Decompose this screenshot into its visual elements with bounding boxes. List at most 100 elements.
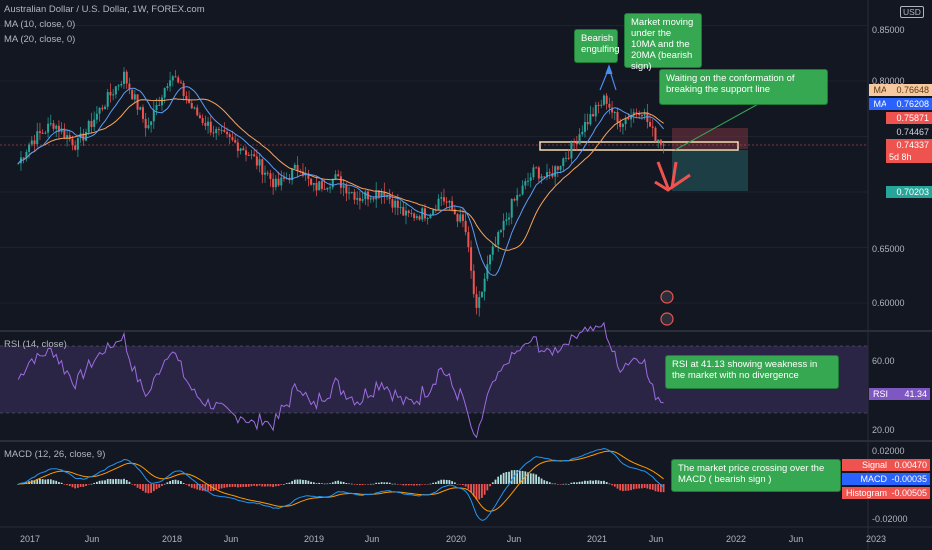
candle-body xyxy=(410,213,413,215)
macd-hist-bar xyxy=(410,484,413,486)
candle-body xyxy=(296,164,299,171)
candle-body xyxy=(540,176,543,179)
candle-body xyxy=(68,135,71,139)
candle-body xyxy=(505,219,508,221)
macd-hist-bar xyxy=(190,484,193,488)
candle-body xyxy=(274,178,277,188)
macd-signal-tag-value: 0.00470 xyxy=(888,459,930,471)
macd-hist-bar xyxy=(407,484,410,486)
candle-body xyxy=(578,134,581,145)
price-axis-label: 0.80000 xyxy=(872,76,905,86)
macd-hist-bar xyxy=(180,481,182,484)
candle-body xyxy=(491,246,494,255)
candle-body xyxy=(329,187,332,189)
note-bearish-engulfing[interactable]: Bearish engulfing xyxy=(574,29,620,63)
rsi-tag-label: RSI xyxy=(869,388,891,400)
candle-body xyxy=(193,107,196,109)
macd-hist-bar xyxy=(659,484,662,493)
macd-hist-bar xyxy=(142,484,144,491)
ma20-legend[interactable]: MA (20, close, 0) xyxy=(4,34,76,45)
candle-body xyxy=(258,159,261,166)
macd-hist-bar xyxy=(337,480,340,484)
candle-body xyxy=(277,178,280,186)
macd-hist-bar xyxy=(245,484,247,487)
rsi-title[interactable]: RSI (14, close) xyxy=(4,339,67,350)
event-flag-icon[interactable] xyxy=(660,312,674,326)
macd-hist-bar xyxy=(66,484,68,486)
candle-body xyxy=(337,174,340,177)
candle-body xyxy=(583,122,586,132)
note-macd[interactable]: The market price crossing over the MACD … xyxy=(671,459,841,492)
macd-hist-bar xyxy=(239,484,242,488)
macd-hist-bar xyxy=(426,484,429,485)
macd-hist-bar xyxy=(361,484,364,485)
candle-body xyxy=(361,199,364,201)
macd-hist-bar xyxy=(643,484,646,488)
candle-body xyxy=(63,128,66,138)
macd-hist-bar xyxy=(546,481,548,484)
candle-body xyxy=(112,94,115,96)
time-axis-label: 2023 xyxy=(865,534,887,544)
macd-hist-bar xyxy=(630,484,632,491)
macd-hist-bar xyxy=(356,484,359,485)
macd-hist-bar xyxy=(521,471,524,484)
candle-body xyxy=(627,118,630,120)
candle-body xyxy=(350,191,353,193)
candle-body xyxy=(592,114,595,117)
candle-body xyxy=(264,172,266,175)
candle-body xyxy=(291,168,294,181)
candle-body xyxy=(82,133,85,141)
candle-body xyxy=(516,195,519,201)
countdown-tag: 5d 8h xyxy=(886,151,932,163)
candle-body xyxy=(28,144,31,152)
candle-body xyxy=(339,176,342,188)
macd-hist-bar xyxy=(573,482,576,484)
macd-hist-bar xyxy=(440,479,443,484)
candle-body xyxy=(356,198,359,200)
rsi-tag-value: 41.34 xyxy=(888,388,930,400)
note-waiting-confirmation[interactable]: Waiting on the conformation of breaking … xyxy=(659,69,828,105)
candle-body xyxy=(269,173,272,179)
macd-hist-bar xyxy=(60,482,63,484)
ma20-tag-value: 0.76648 xyxy=(886,84,932,96)
macd-hist-bar xyxy=(641,484,643,489)
candle-body xyxy=(55,125,58,129)
macd-hist-bar xyxy=(429,483,432,485)
macd-hist-bar xyxy=(234,484,237,487)
candle-body xyxy=(231,137,234,140)
macd-axis-label: -0.02000 xyxy=(872,514,908,524)
event-flag-icon[interactable] xyxy=(660,290,674,304)
candle-body xyxy=(657,139,660,141)
macd-hist-bar xyxy=(649,484,651,490)
candle-body xyxy=(177,77,180,83)
macd-hist-bar xyxy=(391,483,394,485)
macd-hist-bar xyxy=(331,482,334,484)
candle-body xyxy=(475,294,478,308)
ma10-legend[interactable]: MA (10, close, 0) xyxy=(4,19,76,30)
macd-title[interactable]: MACD (12, 26, close, 9) xyxy=(4,449,106,460)
macd-hist-bar xyxy=(215,484,218,491)
candle-body xyxy=(581,131,584,135)
macd-hist-bar xyxy=(662,484,665,493)
macd-hist-bar xyxy=(58,482,60,484)
macd-hist-bar xyxy=(353,484,356,485)
macd-hist-bar xyxy=(307,480,310,484)
candle-body xyxy=(532,167,535,178)
macd-hist-bar xyxy=(274,484,277,487)
macd-hist-bar xyxy=(478,484,481,500)
candle-body xyxy=(320,181,323,189)
time-axis-label: 2020 xyxy=(445,534,467,544)
note-rsi[interactable]: RSI at 41.13 showing weakness in the mar… xyxy=(665,355,839,389)
macd-hist-bar xyxy=(581,481,584,484)
macd-hist-bar xyxy=(41,479,44,484)
ma10-tag-label: MA xyxy=(869,98,890,110)
macd-hist-bar xyxy=(17,484,20,485)
currency-badge[interactable]: USD xyxy=(900,6,924,18)
candle-body xyxy=(638,112,641,116)
macd-hist-bar xyxy=(565,483,567,485)
note-market-moving[interactable]: Market moving under the 10MA and the 20M… xyxy=(624,13,702,72)
candle-body xyxy=(139,107,142,110)
macd-hist-bar xyxy=(228,484,231,488)
macd-hist-bar xyxy=(171,479,174,484)
candle-body xyxy=(323,188,326,190)
